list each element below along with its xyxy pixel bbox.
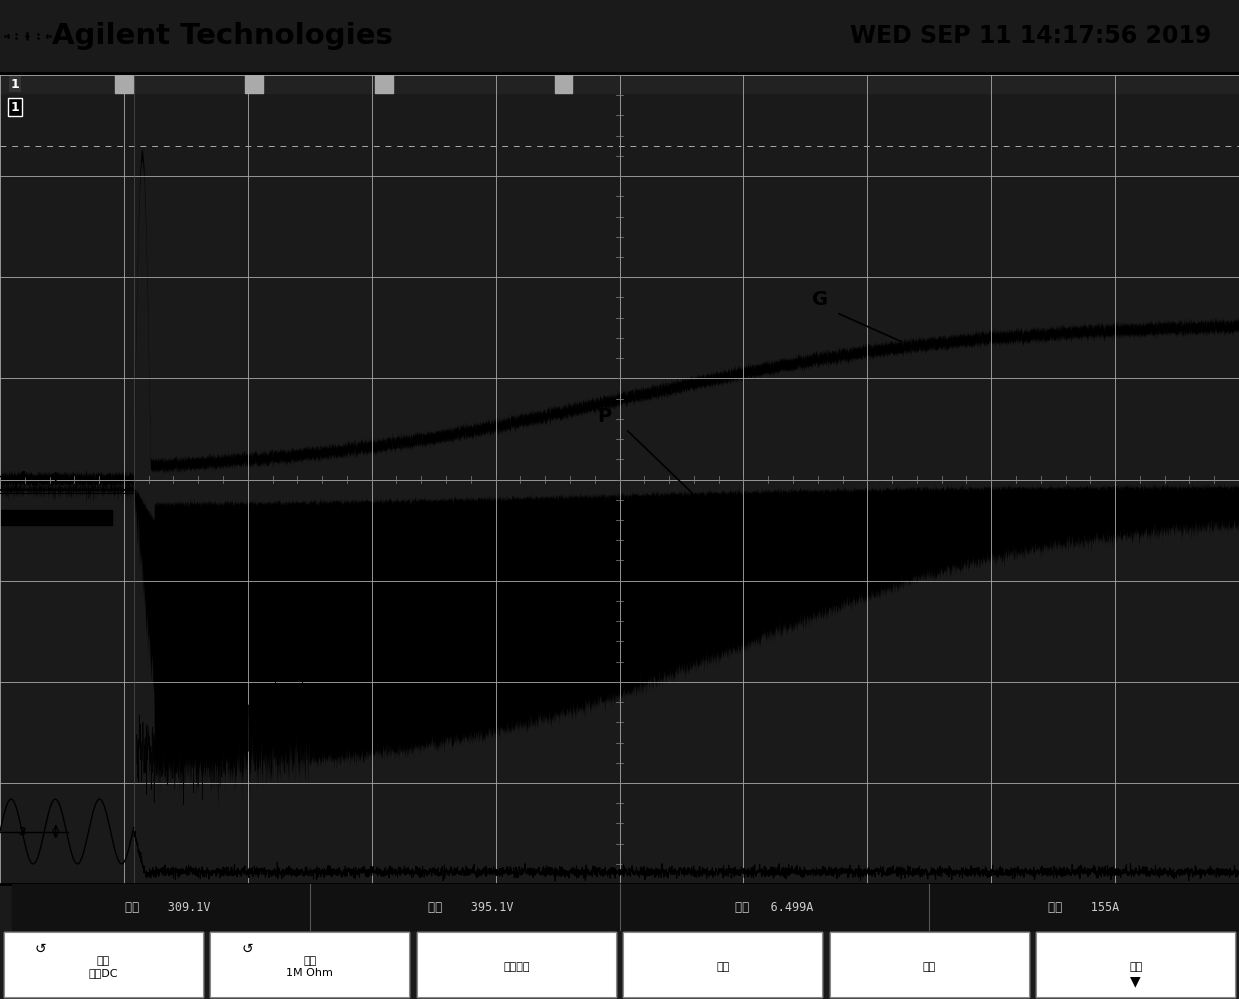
Text: ↺: ↺ bbox=[242, 941, 253, 955]
Text: ↺: ↺ bbox=[35, 941, 46, 955]
Text: 最大    395.1V: 最大 395.1V bbox=[427, 900, 514, 914]
Text: 均方    309.1V: 均方 309.1V bbox=[124, 900, 211, 914]
Text: 1: 1 bbox=[10, 101, 20, 114]
Text: P: P bbox=[597, 408, 611, 427]
Text: 倒置: 倒置 bbox=[923, 962, 935, 972]
Text: ▼: ▼ bbox=[1130, 975, 1141, 989]
Text: 均方   6.499A: 均方 6.499A bbox=[735, 900, 814, 914]
Text: WED SEP 11 14:17:56 2019: WED SEP 11 14:17:56 2019 bbox=[850, 24, 1212, 48]
Text: Agilent Technologies: Agilent Technologies bbox=[52, 22, 393, 50]
Text: 带宽限制: 带宽限制 bbox=[503, 962, 529, 972]
Text: 阻抗
1M Ohm: 阻抗 1M Ohm bbox=[286, 956, 333, 978]
Text: 3: 3 bbox=[19, 826, 26, 836]
Text: 1: 1 bbox=[10, 78, 20, 91]
Text: 最大    155A: 最大 155A bbox=[1048, 900, 1120, 914]
Text: G: G bbox=[812, 290, 828, 309]
Text: 耦合
直流DC: 耦合 直流DC bbox=[88, 956, 118, 978]
Text: 微调: 微调 bbox=[716, 962, 730, 972]
Text: 4: 4 bbox=[19, 472, 26, 482]
Text: 探头: 探头 bbox=[1129, 962, 1142, 972]
